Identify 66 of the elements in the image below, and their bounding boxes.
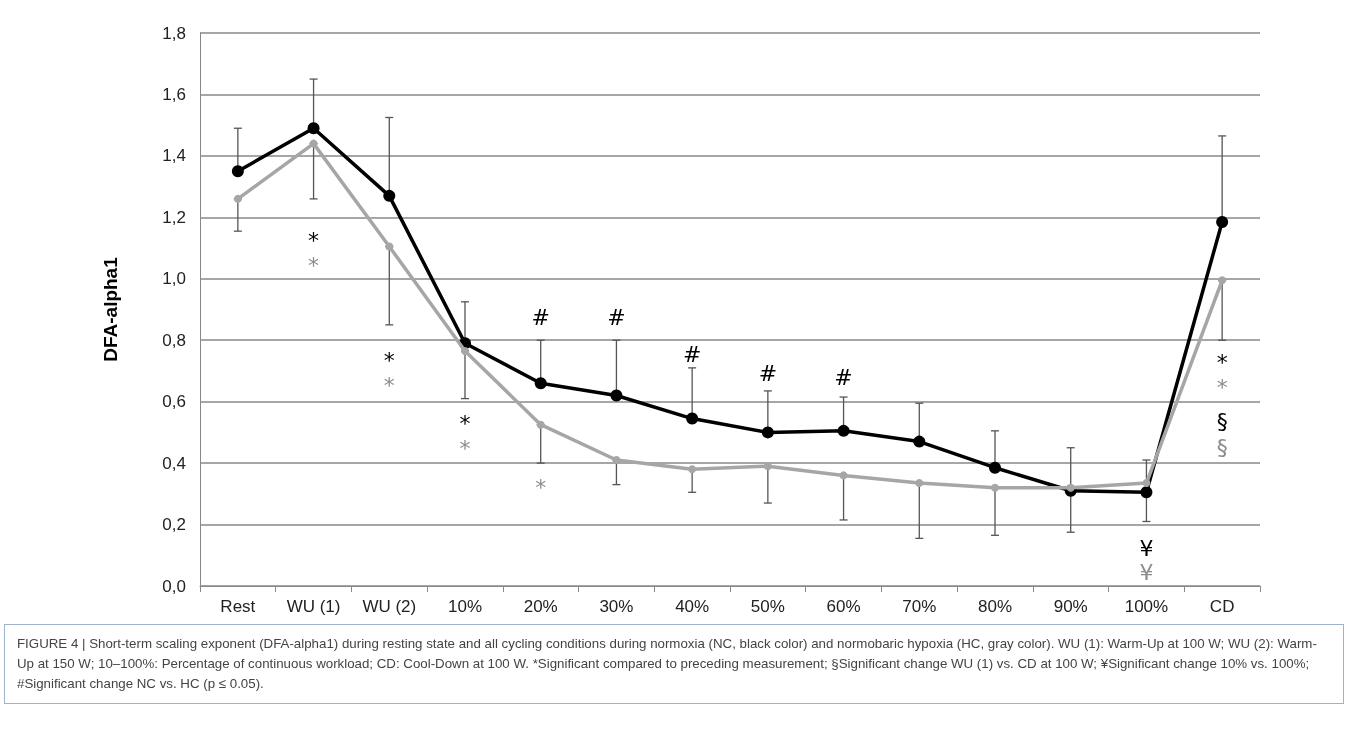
annotation: # [758,360,778,386]
point [1218,276,1227,285]
y-tick-label: 0,2 [162,515,186,535]
point [231,165,244,178]
point [612,456,621,465]
annotation: ¥ [1139,559,1154,585]
x-tick-label: 20% [523,597,558,616]
annotation: * [383,372,395,398]
annotation: * [459,435,471,461]
y-axis-title: DFA-alpha1 [100,256,121,362]
annotation: * [308,227,320,253]
point [383,189,396,202]
x-tick-label: 30% [599,597,634,616]
annotation: * [535,474,547,500]
annotation: § [1216,408,1228,434]
annotation: ¥ [1139,535,1154,561]
caption: FIGURE 4 | Short-term scaling exponent (DFA-alpha1) during resting state and all cycling conditions during normoxia (NC, black color) and normobaric hypoxia (HC, gray color). WU (1): Warm-Up at 100 W; WU (2): Warm-Up at 150 W; 10–100%: Percentage of continuous workload; CD: Cool-Down at 100 W. *Significant compared to preceding measurement; §Significant change WU (1) vs. CD at 100 W; ¥Significant change 10% vs. 100%; #Significant change NC vs. HC (p ≤ 0.05). [4,624,1344,704]
x-tick-label: CD [1209,597,1235,616]
x-tick-label: 100% [1124,597,1169,616]
y-tick-label: 1,6 [162,84,186,104]
point [536,420,545,429]
annotation: # [834,364,853,390]
x-tick-label: 50% [750,597,785,616]
y-tick-label: 0,4 [162,453,186,473]
point [534,377,547,390]
x-tick-label: Rest [220,597,256,616]
point [686,412,699,425]
annotation: * [1216,349,1228,375]
point [913,435,926,448]
y-tick-label: 0,0 [162,576,186,596]
point [1216,215,1229,228]
x-tick-label: 70% [902,597,937,616]
y-tick-label: 0,8 [162,330,186,350]
annotation: # [531,304,550,330]
annotation: * [383,347,395,373]
point [761,426,774,439]
annotation: * [459,410,471,436]
annotation: § [1216,434,1228,460]
y-tick-label: 1,2 [162,207,186,227]
point [837,424,850,437]
point [915,479,924,488]
annotation: * [308,252,320,278]
x-tick-label: 90% [1053,597,1088,616]
x-tick-label: 40% [675,597,710,616]
x-tick-label: WU (2) [362,597,417,616]
point [1142,479,1151,488]
point [1066,483,1075,492]
point [688,465,697,474]
point [610,389,623,402]
y-tick-label: 0,6 [162,392,186,412]
point [991,483,999,492]
point [233,194,242,203]
x-tick-label: WU (1) [286,597,341,616]
point [989,461,1001,474]
y-tick-label: 1,8 [162,23,186,43]
annotation: # [682,341,702,367]
x-tick-label: 60% [826,597,861,616]
y-tick-label: 1,4 [162,146,186,166]
point [461,346,469,355]
point [1140,486,1153,499]
x-tick-label: 10% [447,597,483,616]
annotation: # [607,304,626,330]
y-tick-label: 1,0 [162,269,186,289]
x-tick-label: 80% [977,597,1013,616]
point [307,122,320,135]
annotation: * [1216,374,1228,400]
